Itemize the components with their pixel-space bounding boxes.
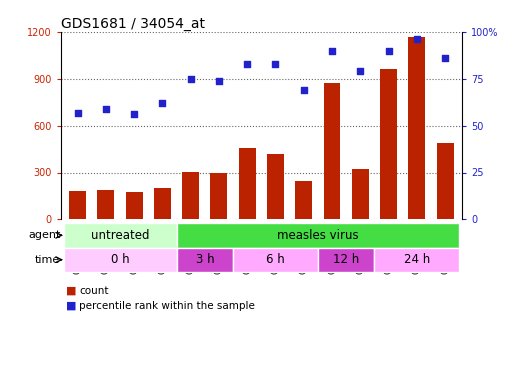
Bar (126, 192, 143, 219)
Point (299, 87, 308, 93)
Text: untreated: untreated (91, 229, 149, 242)
Bar (233, 248, 318, 272)
Text: ■: ■ (66, 286, 77, 296)
Text: GDS1681 / 34054_at: GDS1681 / 34054_at (61, 17, 205, 31)
Point (102, 106, 110, 112)
Text: percentile rank within the sample: percentile rank within the sample (79, 301, 255, 310)
Bar (154, 188, 171, 219)
Text: 12 h: 12 h (333, 253, 359, 266)
Bar (352, 170, 369, 219)
Bar (211, 173, 228, 219)
Bar (63, 223, 176, 248)
Text: measles virus: measles virus (277, 229, 359, 242)
Point (356, 68, 364, 74)
Bar (324, 84, 341, 219)
Bar (239, 147, 256, 219)
Text: ■: ■ (66, 301, 77, 310)
Point (412, 36, 421, 42)
Point (384, 48, 393, 54)
Text: agent: agent (28, 230, 60, 240)
Bar (380, 69, 397, 219)
Text: time: time (35, 255, 60, 265)
Bar (295, 181, 312, 219)
Bar (63, 248, 176, 272)
Point (73, 110, 82, 116)
Point (158, 100, 167, 106)
Bar (408, 37, 425, 219)
Point (243, 61, 251, 67)
Text: 24 h: 24 h (404, 253, 430, 266)
Point (215, 78, 223, 84)
Bar (437, 143, 454, 219)
Bar (374, 248, 459, 272)
Point (186, 76, 195, 82)
Point (271, 61, 280, 67)
Text: 3 h: 3 h (195, 253, 214, 266)
Bar (176, 223, 459, 248)
Point (328, 48, 336, 54)
Point (441, 55, 449, 61)
Text: count: count (79, 286, 109, 296)
Bar (69, 191, 86, 219)
Text: 6 h: 6 h (266, 253, 285, 266)
Bar (98, 190, 115, 219)
Bar (267, 154, 284, 219)
Bar (176, 248, 233, 272)
Point (130, 111, 138, 117)
Bar (182, 172, 199, 219)
Bar (318, 248, 374, 272)
Text: 0 h: 0 h (111, 253, 129, 266)
